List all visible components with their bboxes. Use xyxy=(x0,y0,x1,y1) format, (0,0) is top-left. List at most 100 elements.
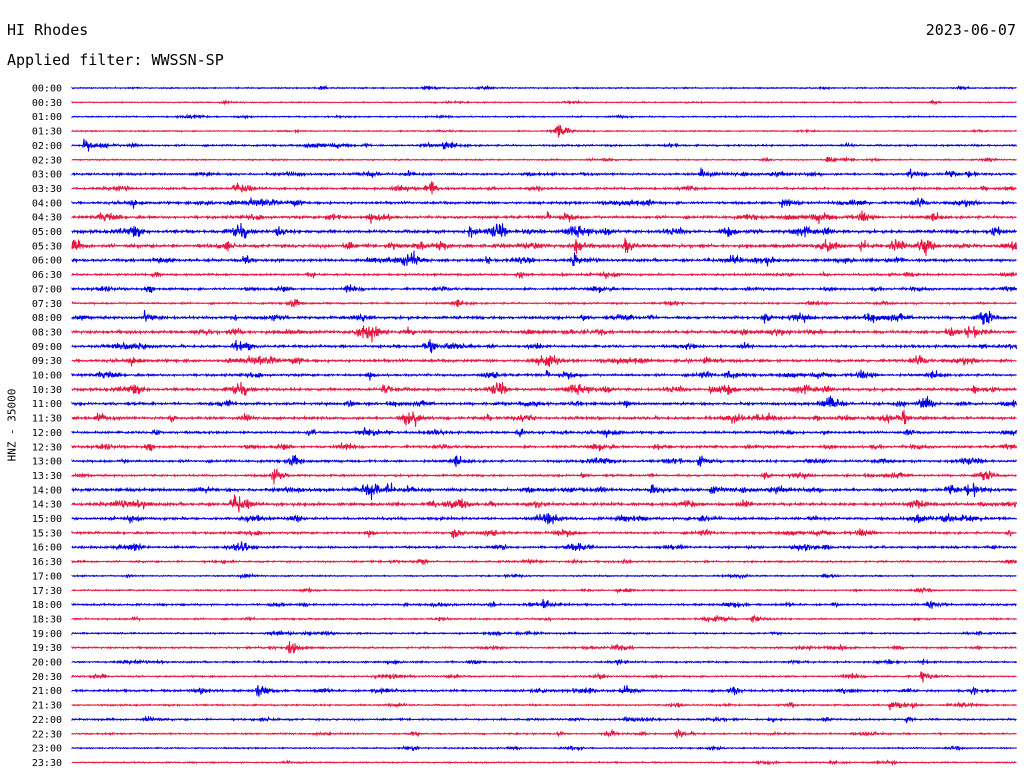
seismic-trace-row xyxy=(71,685,1017,697)
row-time-label: 08:00 xyxy=(32,313,62,324)
seismic-trace-row xyxy=(71,558,1017,566)
seismic-trace-row xyxy=(71,210,1017,225)
seismic-trace-row xyxy=(71,482,1017,501)
row-time-label: 17:30 xyxy=(32,586,62,597)
seismic-trace-row xyxy=(71,156,1017,164)
seismic-trace-row xyxy=(71,237,1017,257)
seismic-trace-row xyxy=(71,744,1017,752)
row-time-label: 22:00 xyxy=(32,715,62,726)
row-time-label: 21:30 xyxy=(32,701,62,712)
row-time-label: 22:30 xyxy=(32,729,62,740)
seismic-trace-row xyxy=(71,701,1017,711)
row-time-label: 06:30 xyxy=(32,270,62,281)
seismic-traces xyxy=(71,84,1017,767)
seismic-trace-row xyxy=(71,298,1017,308)
row-labels: 00:00 00:30 01:00 01:30 02:00 02:30 03:00 03:30… xyxy=(32,84,62,769)
row-time-label: 20:00 xyxy=(32,658,62,669)
row-time-label: 02:00 xyxy=(32,141,62,152)
row-time-label: 01:00 xyxy=(32,112,62,123)
seismic-trace-row xyxy=(71,657,1017,666)
row-time-label: 05:30 xyxy=(32,241,62,252)
seismic-trace-row xyxy=(71,197,1017,209)
row-time-label: 06:00 xyxy=(32,256,62,267)
seismic-trace-row xyxy=(71,442,1017,452)
row-time-label: 12:30 xyxy=(32,442,62,453)
seismic-trace-row xyxy=(71,325,1017,343)
row-time-label: 13:30 xyxy=(32,471,62,482)
seismic-trace-row xyxy=(71,354,1017,367)
row-time-label: 14:30 xyxy=(32,500,62,511)
row-time-label: 10:30 xyxy=(32,385,62,396)
row-time-label: 19:30 xyxy=(32,643,62,654)
seismic-trace-row xyxy=(71,758,1017,767)
seismic-trace-row xyxy=(71,84,1017,91)
row-time-label: 20:30 xyxy=(32,672,62,683)
row-time-label: 13:00 xyxy=(32,457,62,468)
seismic-trace-row xyxy=(71,629,1017,637)
seismic-trace-row xyxy=(71,467,1017,485)
row-time-label: 17:00 xyxy=(32,571,62,582)
row-time-label: 15:30 xyxy=(32,528,62,539)
row-time-label: 08:30 xyxy=(32,327,62,338)
seismic-trace-row xyxy=(71,250,1017,267)
seismic-trace-row xyxy=(71,671,1017,683)
row-time-label: 00:30 xyxy=(32,98,62,109)
seismic-trace-row xyxy=(71,222,1017,239)
seismic-trace-row xyxy=(71,339,1017,354)
row-time-label: 04:00 xyxy=(32,198,62,209)
seismic-trace-row xyxy=(71,270,1017,280)
seismic-trace-row xyxy=(71,181,1017,195)
row-time-label: 07:00 xyxy=(32,284,62,295)
row-time-label: 10:00 xyxy=(32,371,62,382)
row-time-label: 16:30 xyxy=(32,557,62,568)
row-time-label: 03:30 xyxy=(32,184,62,195)
row-time-label: 00:00 xyxy=(32,84,62,95)
seismic-trace-row xyxy=(71,381,1017,396)
seismic-trace-row xyxy=(71,586,1017,594)
row-time-label: 11:00 xyxy=(32,399,62,410)
seismic-trace-row xyxy=(71,728,1017,739)
row-time-label: 19:00 xyxy=(32,629,62,640)
row-time-label: 23:30 xyxy=(32,758,62,769)
seismic-trace-row xyxy=(71,455,1017,467)
row-time-label: 09:30 xyxy=(32,356,62,367)
row-time-label: 14:00 xyxy=(32,485,62,496)
row-time-label: 04:30 xyxy=(32,213,62,224)
row-time-label: 18:00 xyxy=(32,600,62,611)
seismic-trace-row xyxy=(71,614,1017,624)
row-time-label: 03:00 xyxy=(32,170,62,181)
row-time-label: 01:30 xyxy=(32,127,62,138)
row-time-label: 16:00 xyxy=(32,543,62,554)
row-time-label: 11:30 xyxy=(32,414,62,425)
seismic-trace-row xyxy=(71,124,1017,138)
seismic-trace-row xyxy=(71,138,1017,152)
seismic-trace-row xyxy=(71,167,1017,179)
row-time-label: 21:00 xyxy=(32,686,62,697)
seismic-trace-row xyxy=(71,369,1017,381)
seismic-trace-row xyxy=(71,715,1017,724)
row-time-label: 15:00 xyxy=(32,514,62,525)
date-label: 2023-06-07 xyxy=(925,21,1016,39)
seismic-trace-row xyxy=(71,395,1017,409)
row-time-label: 23:00 xyxy=(32,744,62,755)
seismic-trace-row xyxy=(71,494,1017,513)
seismic-trace-row xyxy=(71,641,1017,654)
seismic-trace-row xyxy=(71,599,1017,609)
filter-label: Applied filter: WWSSN-SP xyxy=(7,51,224,69)
seismic-trace-row xyxy=(71,427,1017,438)
seismic-trace-row xyxy=(71,113,1017,120)
seismic-trace-row xyxy=(71,98,1017,106)
seismic-trace-row xyxy=(71,409,1017,427)
seismic-trace-row xyxy=(71,309,1017,325)
seismic-trace-row xyxy=(71,572,1017,580)
row-time-label: 09:00 xyxy=(32,342,62,353)
row-time-label: 07:30 xyxy=(32,299,62,310)
row-time-label: 02:30 xyxy=(32,155,62,166)
row-time-label: 12:00 xyxy=(32,428,62,439)
seismic-trace-row xyxy=(71,528,1017,539)
seismic-trace-row xyxy=(71,513,1017,525)
row-time-label: 18:30 xyxy=(32,614,62,625)
seismic-trace-row xyxy=(71,541,1017,552)
station-title: HI Rhodes xyxy=(7,21,89,39)
